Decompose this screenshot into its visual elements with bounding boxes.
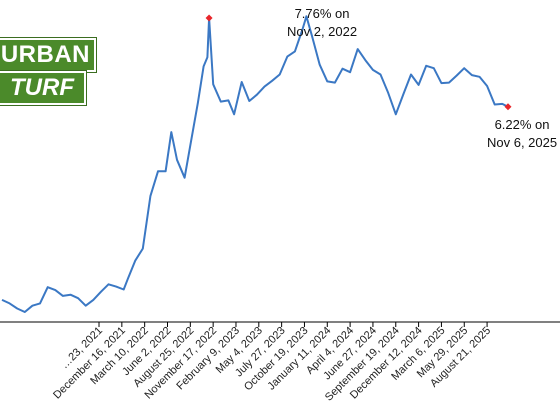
peak-annotation-line-2: Nov 2, 2022: [287, 24, 358, 39]
urban-turf-logo: URBAN TURF: [0, 38, 98, 108]
peak-annotation: 7.76% on Nov 2, 2022: [287, 5, 357, 41]
latest-annotation-line-1: 6.22% on: [494, 117, 550, 132]
latest-marker: [504, 103, 512, 111]
peak-annotation-line-1: 7.76% on: [294, 6, 350, 21]
logo-line-2: TURF: [0, 71, 86, 105]
peak-marker: [205, 14, 213, 22]
latest-annotation: 6.22% on Nov 6, 2025: [487, 116, 557, 152]
logo-line-1: URBAN: [0, 38, 96, 72]
latest-annotation-line-2: Nov 6, 2025: [487, 135, 558, 150]
marker-layer: [205, 14, 512, 111]
mortgage-rate-line: [1, 15, 509, 313]
series-layer: [1, 15, 509, 313]
